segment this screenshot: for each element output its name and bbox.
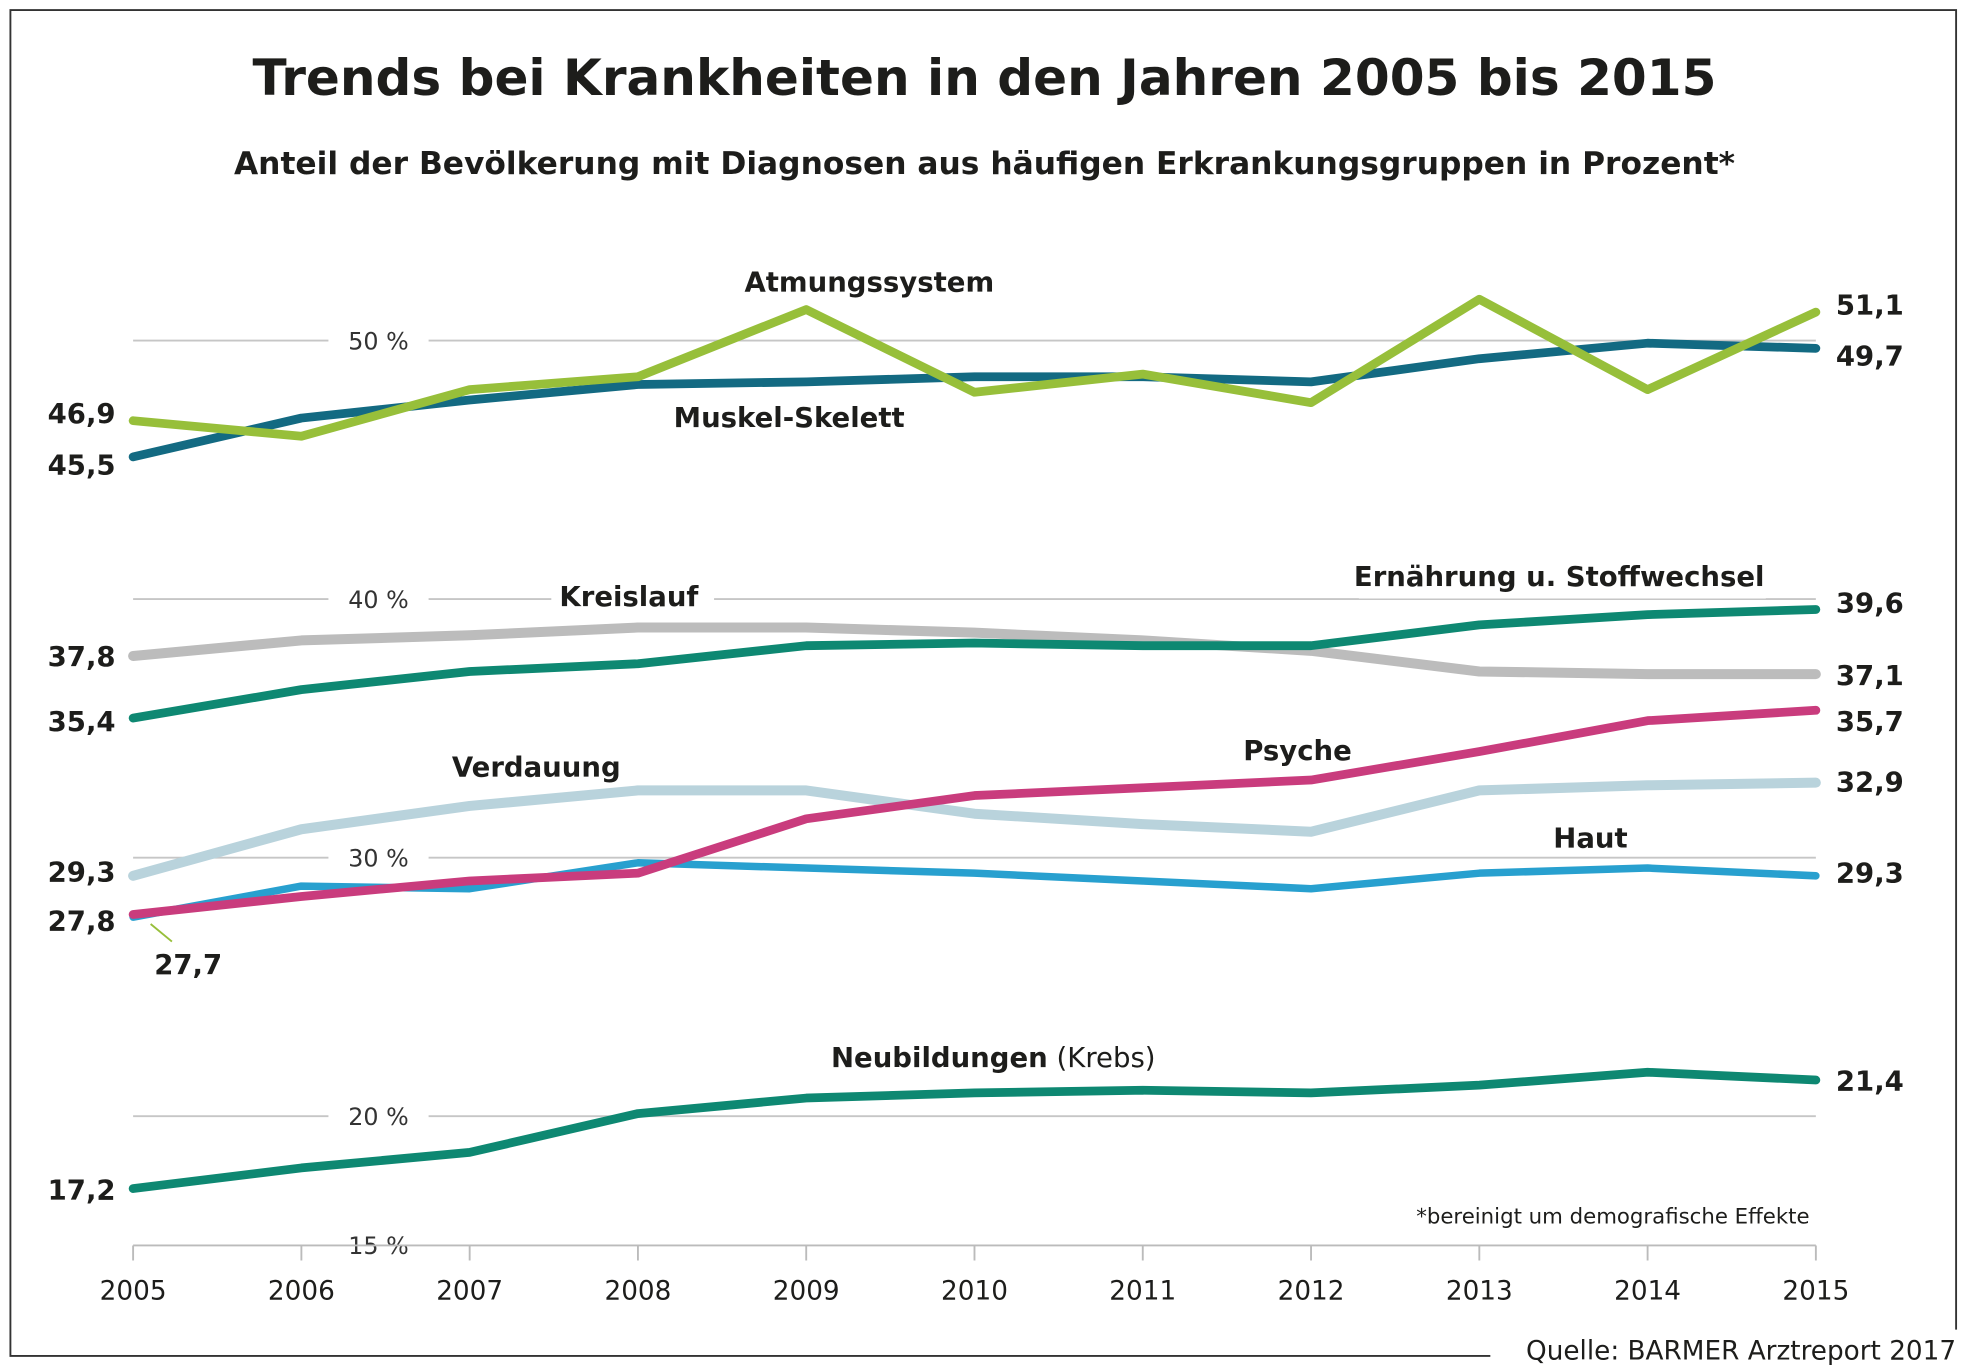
label-background [1358,560,1766,599]
x-tick-label: 2009 [773,1277,840,1307]
series-line-verdauung [128,777,1821,881]
start-value-label: 29,3 [48,856,116,888]
end-value-label: 51,1 [1836,289,1904,321]
series-name-label: Kreislauf [559,581,699,613]
footnote: *bereinigt um demografische Effekte [1416,1204,1809,1229]
x-tick-label: 2015 [1782,1277,1849,1307]
x-tick-label: 2014 [1614,1277,1681,1307]
series-name-suffix: (Krebs) [1048,1042,1156,1074]
tick-label-background [328,581,429,617]
end-value-label: 37,1 [1836,660,1904,692]
x-tick-label: 2013 [1446,1277,1513,1307]
y-tick-label: 50 % [348,327,408,355]
series-lines [128,294,1821,1193]
series-name: Haut [1553,823,1627,855]
series-name: Psyche [1243,735,1352,767]
end-value-label: 39,6 [1836,587,1904,619]
series-name: Atmungssystem [744,267,994,299]
gridlines: 15 %20 %30 %40 %50 % [133,323,1816,1264]
source-note: Quelle: BARMER Arztreport 2017 [1526,1337,1956,1367]
end-value-label: 49,7 [1836,341,1904,373]
x-tick-label: 2012 [1278,1277,1345,1307]
series-line-kreislauf [128,622,1821,680]
leader-line [150,923,173,943]
series-name: Muskel-Skelett [674,402,905,434]
series-name-label: Ernährung u. Stoffwechsel [1354,561,1765,593]
series-labels: Verdauung 29,3 32,9 Haut 27,7 29,3 Psyche 27,8 3… [48,267,1904,1207]
start-value-label: 35,4 [48,706,116,738]
series-name-label: Haut [1553,823,1627,855]
series-line-muskel-skelett [128,338,1821,462]
label-background [551,580,715,619]
end-value-label: 21,4 [1836,1066,1904,1098]
x-axis: 2005 2006 2007 2008 2009 2010 2011 2012 2013 2014… [100,1244,1849,1307]
series-name-label: Atmungssystem [744,267,994,299]
chart-title: Trends bei Krankheiten in den Jahren 200… [253,49,1717,107]
x-tick-label: 2010 [941,1277,1008,1307]
end-value-label: 35,7 [1836,706,1904,738]
start-value-label: 46,9 [48,398,116,430]
series-name: Ernährung u. Stoffwechsel [1354,561,1765,593]
tick-label-background [328,1098,429,1134]
start-value-label: 17,2 [48,1174,116,1206]
start-value-label: 37,8 [48,641,116,673]
series-name: Verdauung [452,751,621,783]
y-tick-label: 20 % [348,1103,408,1131]
x-tick-label: 2007 [436,1277,503,1307]
x-tick-label: 2008 [604,1277,671,1307]
start-value-label: 27,7 [154,949,222,981]
series-line-atmungssystem [128,294,1821,441]
start-value-label: 45,5 [48,450,116,482]
series-line-ernährung-u-stoffwechsel [128,605,1821,723]
tick-label-background [328,840,429,876]
tick-label-background [328,323,429,359]
series-line-neubildungen [128,1067,1821,1193]
series-name-label: Muskel-Skelett [674,402,905,434]
end-value-label: 32,9 [1836,766,1904,798]
chart-subtitle: Anteil der Bevölkerung mit Diagnosen aus… [234,146,1735,182]
end-value-label: 29,3 [1836,858,1904,890]
frame [9,9,1958,1357]
series-name: Neubildungen [831,1042,1048,1074]
start-value-label: 27,8 [48,905,116,937]
y-tick-label: 40 % [348,586,408,614]
series-name-label: Psyche [1243,735,1352,767]
series-name-label: Verdauung [452,751,621,783]
y-tick-label: 30 % [348,844,408,872]
series-line-psyche [128,705,1821,919]
x-tick-label: 2005 [100,1277,167,1307]
x-tick-label: 2011 [1109,1277,1176,1307]
x-tick-label: 2006 [268,1277,335,1307]
series-name: Kreislauf [559,581,699,613]
series-name-label: Neubildungen (Krebs) [831,1042,1156,1074]
